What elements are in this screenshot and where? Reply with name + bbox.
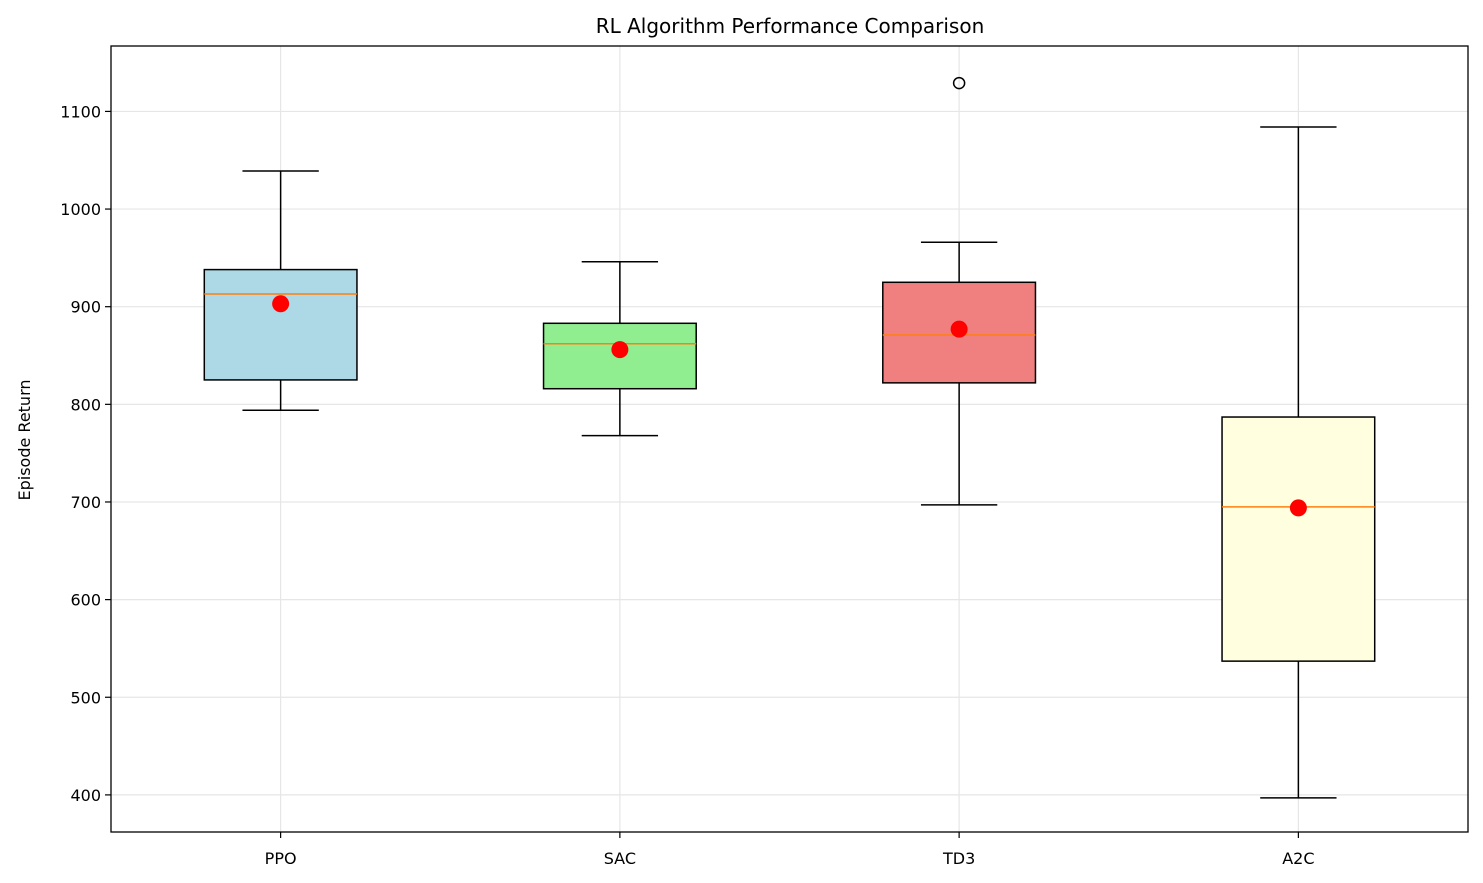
x-tick-label: SAC: [604, 849, 636, 868]
outlier-point: [952, 76, 966, 90]
y-axis: 400 500 600 700 800 900 1000 1100: [60, 102, 111, 805]
y-tick-label: 500: [70, 688, 101, 707]
mean-marker: [1289, 499, 1307, 517]
boxes: [203, 76, 1376, 799]
y-axis-label: Episode Return: [15, 379, 34, 500]
y-tick-label: 600: [70, 591, 101, 610]
mean-marker: [950, 320, 968, 338]
y-tick-label: 900: [70, 298, 101, 317]
plot-frame: [110, 45, 1469, 833]
y-tick-label: 1000: [60, 200, 101, 219]
box-sac: [542, 261, 697, 437]
y-tick-label: 800: [70, 395, 101, 414]
box-td3: [882, 76, 1037, 506]
y-tick-label: 400: [70, 786, 101, 805]
box-body: [882, 281, 1037, 384]
box-body: [1221, 416, 1376, 662]
x-tick-label: A2C: [1282, 849, 1314, 868]
box-a2c: [1221, 126, 1376, 799]
chart-title: RL Algorithm Performance Comparison: [596, 14, 985, 38]
mean-marker: [272, 295, 290, 313]
x-tick-label: TD3: [942, 849, 975, 868]
x-tick-label: PPO: [265, 849, 297, 868]
box-ppo: [203, 170, 358, 411]
x-axis: PPO SAC TD3 A2C: [265, 832, 1315, 868]
y-tick-label: 1100: [60, 102, 101, 121]
mean-marker: [611, 341, 629, 359]
y-tick-label: 700: [70, 493, 101, 512]
box-body: [203, 268, 358, 381]
